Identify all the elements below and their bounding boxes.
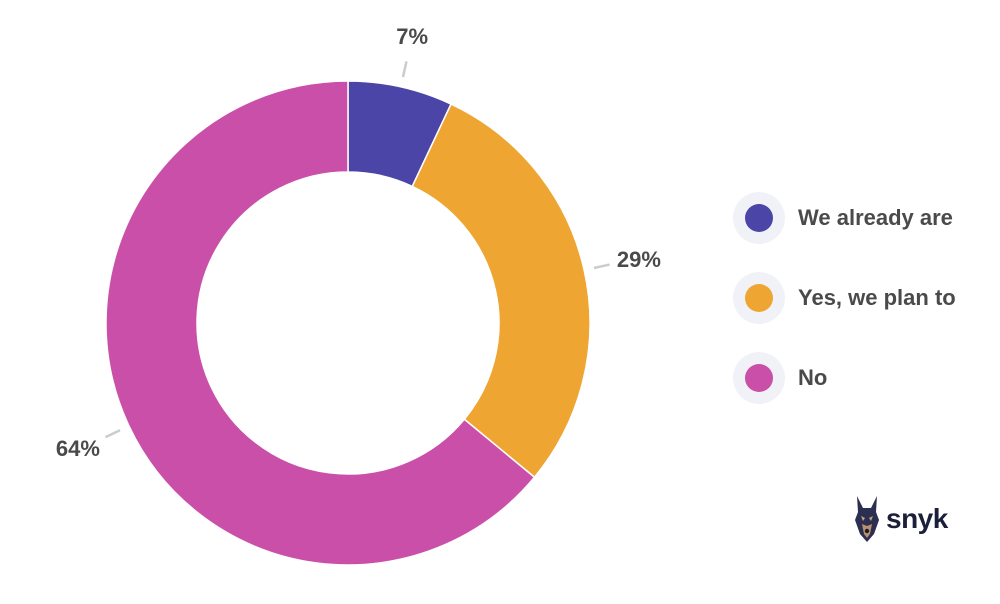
value-label: 64%: [56, 436, 100, 461]
value-labels: 7% 29% 64%: [56, 24, 661, 461]
legend-swatch-ring: [733, 272, 785, 324]
legend-item-yes-we-plan-to[interactable]: Yes, we plan to: [733, 258, 993, 338]
legend-swatch: [745, 284, 773, 312]
leader-line: [593, 263, 610, 270]
legend-swatch: [745, 364, 773, 392]
leader-line: [401, 61, 408, 78]
slice-no[interactable]: [105, 80, 536, 566]
legend-label: We already are: [798, 205, 953, 230]
leader-lines: [104, 61, 610, 439]
legend-item-no[interactable]: No: [733, 338, 993, 418]
logo-text: snyk: [886, 503, 948, 534]
slice-yes-we-plan-to[interactable]: [411, 103, 591, 479]
value-label: 7%: [396, 24, 428, 49]
legend-label: Yes, we plan to: [798, 285, 956, 310]
legend-swatch: [745, 204, 773, 232]
doberman-dog-icon: [855, 496, 879, 542]
legend-swatch-ring: [733, 352, 785, 404]
legend: We already are Yes, we plan to No: [733, 178, 993, 418]
leader-line: [104, 429, 121, 439]
snyk-logo: snyk: [852, 494, 948, 544]
donut-slices: [105, 80, 591, 566]
value-label: 29%: [617, 247, 661, 272]
legend-label: No: [798, 365, 828, 390]
legend-item-we-already-are[interactable]: We already are: [733, 178, 993, 258]
legend-swatch-ring: [733, 192, 785, 244]
